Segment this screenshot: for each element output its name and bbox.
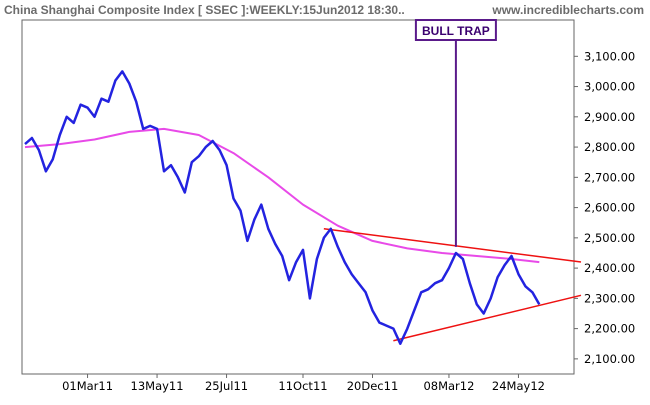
lower-trendline: [393, 294, 582, 342]
annotation-label: BULL TRAP: [422, 24, 490, 38]
y-tick-label: 2,900.00: [584, 110, 635, 124]
y-tick-label: 2,300.00: [584, 291, 635, 305]
x-tick-label: 11Oct11: [278, 379, 327, 393]
chart-title: China Shanghai Composite Index [ SSEC ]:…: [4, 3, 405, 17]
series-lines: [24, 70, 582, 345]
y-tick-label: 2,800.00: [584, 140, 635, 154]
x-tick-label: 25Jul11: [205, 379, 248, 393]
plot-frame: [21, 19, 575, 375]
y-tick-label: 2,500.00: [584, 231, 635, 245]
y-tick-label: 3,000.00: [584, 80, 635, 94]
x-tick-label: 13May11: [131, 379, 184, 393]
y-tick-label: 2,700.00: [584, 170, 635, 184]
site-url: www.incrediblecharts.com: [491, 3, 644, 17]
y-tick-label: 2,400.00: [584, 261, 635, 275]
y-tick-label: 2,200.00: [584, 322, 635, 336]
x-tick-label: 20Dec11: [347, 379, 399, 393]
price-line: [24, 70, 541, 345]
y-tick-label: 2,100.00: [584, 352, 635, 366]
y-tick-label: 3,100.00: [584, 49, 635, 63]
x-tick-label: 01Mar11: [62, 379, 113, 393]
axis-ticks: 2,100.00 2,200.00 2,300.00 2,400.00 2,500.00…: [62, 49, 635, 393]
y-tick-label: 2,600.00: [584, 201, 635, 215]
annotation-box: [414, 19, 497, 41]
upper-trendline: [323, 228, 582, 263]
x-tick-label: 08Mar12: [423, 379, 474, 393]
annotation-group: BULL TRAP: [414, 19, 497, 247]
x-tick-label: 24May12: [492, 379, 545, 393]
